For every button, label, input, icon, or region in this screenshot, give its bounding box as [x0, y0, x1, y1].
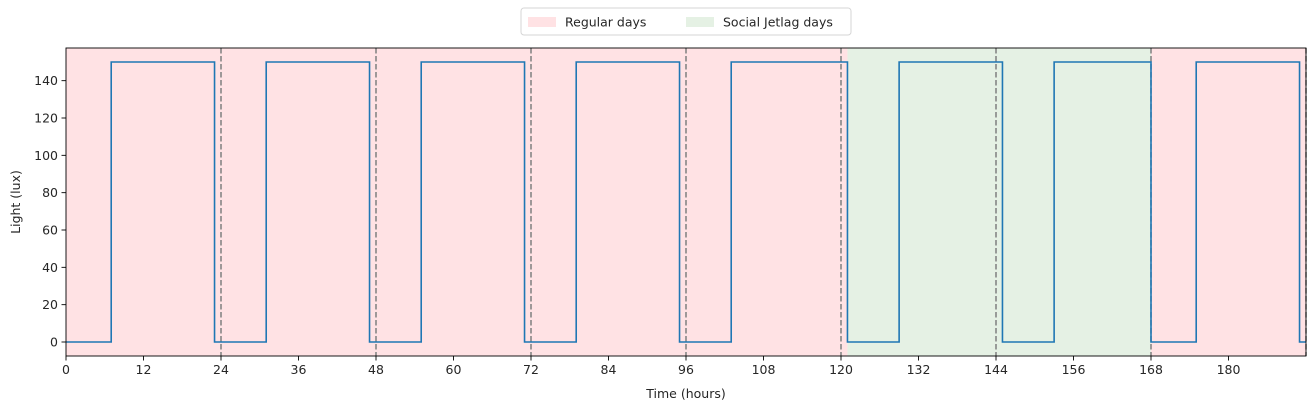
region-0 [66, 48, 848, 356]
region-1 [847, 48, 1151, 356]
y-tick-label-140: 140 [34, 73, 58, 88]
x-tick-label-96: 96 [678, 362, 694, 377]
legend-label-0: Regular days [565, 15, 646, 30]
y-axis-label: Light (lux) [8, 170, 23, 234]
series-line-0 [66, 61, 1306, 343]
y-tick-label-80: 80 [42, 185, 58, 200]
x-tick-label-24: 24 [213, 362, 229, 377]
y-tick-label-100: 100 [34, 148, 58, 163]
legend-swatch-0 [528, 17, 556, 27]
x-tick-label-12: 12 [136, 362, 152, 377]
x-tick-label-48: 48 [368, 362, 384, 377]
x-tick-label-84: 84 [601, 362, 617, 377]
x-tick-label-108: 108 [752, 362, 776, 377]
x-tick-label-144: 144 [984, 362, 1008, 377]
x-tick-label-156: 156 [1062, 362, 1086, 377]
x-tick-label-72: 72 [523, 362, 539, 377]
x-tick-label-0: 0 [62, 362, 70, 377]
y-tick-label-60: 60 [42, 223, 58, 238]
x-tick-label-168: 168 [1139, 362, 1163, 377]
x-axis-label: Time (hours) [645, 386, 725, 401]
y-tick-label-0: 0 [50, 335, 58, 350]
x-tick-label-180: 180 [1217, 362, 1241, 377]
x-tick-label-36: 36 [291, 362, 307, 377]
legend-swatch-1 [686, 17, 714, 27]
region-2 [1151, 48, 1306, 356]
y-tick-label-120: 120 [34, 111, 58, 126]
y-tick-label-40: 40 [42, 260, 58, 275]
x-tick-label-120: 120 [829, 362, 853, 377]
legend-label-1: Social Jetlag days [723, 15, 833, 30]
shaded-regions [66, 48, 1306, 356]
x-tick-label-132: 132 [907, 362, 931, 377]
y-axis-ticks: 0 20 40 60 80 100 120 140 [34, 73, 66, 350]
series-lines [66, 61, 1306, 343]
legend: Regular days Social Jetlag days [520, 7, 852, 36]
x-axis-ticks: 0 12 24 36 48 60 72 84 96 108 120 132 144 156 168 180 [62, 356, 1240, 377]
y-tick-label-20: 20 [42, 297, 58, 312]
x-tick-label-60: 60 [446, 362, 462, 377]
